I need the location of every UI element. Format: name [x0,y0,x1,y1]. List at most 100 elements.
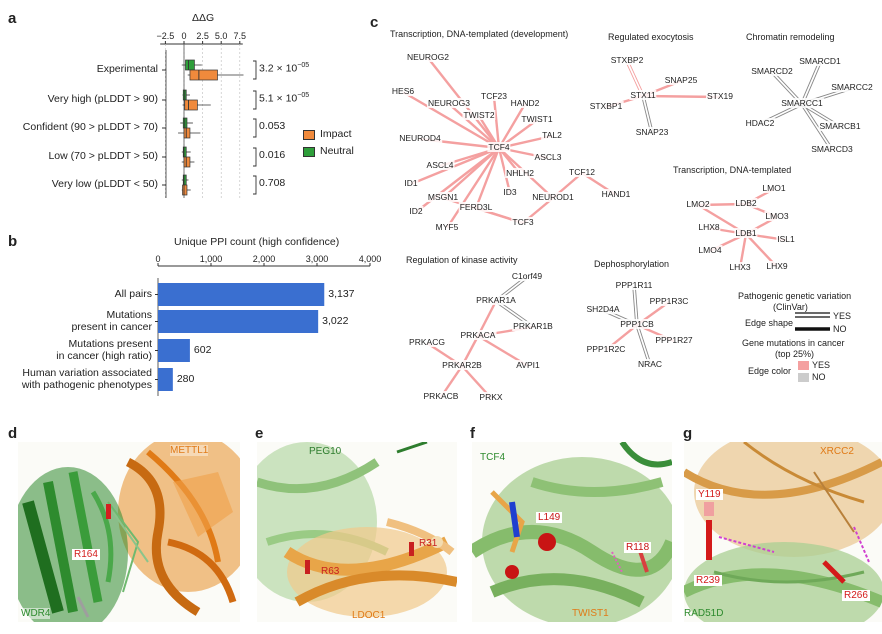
network-gene-lmo4: LMO4 [697,245,723,255]
network-edge [627,60,645,96]
network-gene-stx19: STX19 [706,91,734,101]
network-gene-ferd3l: FERD3L [458,202,494,212]
structure-d-protein1: METTL1 [170,445,209,456]
ddg-box [182,184,188,196]
ppi-value-label: 3,022 [322,315,349,327]
legend-color-no: NO [812,372,826,382]
network-gene-ppp1r3c: PPP1R3C [648,296,690,306]
network-gene-neurog2: NEUROG2 [405,52,451,62]
ppi-tick-label: 4,000 [358,254,382,264]
structure-d-protein2: WDR4 [21,608,51,619]
network-gene-id1: ID1 [403,178,419,188]
ddg-tick-label: 7.5 [233,31,247,41]
structure-e-residue1: R63 [321,566,340,577]
legend-clinvar-sub: (ClinVar) [773,302,808,312]
ppi-tick-label: 1,000 [199,254,223,264]
ppi-category-label: Mutations [106,309,152,321]
network-gene-prkar2b: PRKAR2B [441,360,483,370]
ppi-chart-title: Unique PPI count (high confidence) [174,236,340,248]
structure-f-residue1: L149 [536,512,563,523]
structure-f-render [472,442,672,622]
ddg-pvalue-exp: −05 [297,92,310,99]
network-gene-smarcd3: SMARCD3 [810,144,854,154]
network-edge [410,146,500,186]
network-gene-ldb2: LDB2 [734,198,758,208]
structure-g: XRCC2 RAD51D Y119 R239 R266 [684,442,882,622]
ppi-category-label: present in cancer [71,321,152,333]
network-gene-nhlh2: NHLH2 [505,168,535,178]
ppi-tick-label: 0 [155,254,161,264]
ddg-row-label: Experimental [96,63,158,75]
ddg-bracket [253,175,257,195]
legend-color-no-swatch [798,373,809,382]
legend-neutral-swatch [303,147,315,157]
ppi-category-label: Mutations present [68,338,152,350]
panel-letter-d: d [8,425,18,442]
network-edge [643,95,654,133]
network-gene-snap25: SNAP25 [663,75,699,85]
network-gene-smarcc2: SMARCC2 [830,82,874,92]
legend-neutral-label: Neutral [320,145,354,157]
network-gene-lmo2: LMO2 [685,199,711,209]
network-edge [772,70,804,104]
network-gene-smarcd2: SMARCD2 [750,66,794,76]
network-gene-ppp1r2c: PPP1R2C [585,344,627,354]
network-gene-tcf23: TCF23 [480,91,508,101]
structure-d-residue: R164 [72,549,100,560]
network-gene-c1orf49: C1orf49 [510,271,544,281]
network-gene-neurod1: NEUROD1 [531,192,575,202]
network-gene-hand1: HAND1 [600,189,632,199]
ddg-bracket [253,60,257,80]
ddg-tick-label: 2.5 [196,31,209,41]
network-edge [402,90,500,150]
panel-letter-e: e [255,425,264,442]
network-gene-nrac: NRAC [636,359,664,369]
cluster-title-transcription: Transcription, DNA-templated [673,165,792,175]
network-gene-snap23: SNAP23 [634,127,670,137]
network-gene-hdac2: HDAC2 [744,118,776,128]
network-gene-tcf12: TCF12 [568,167,596,177]
network-gene-hand2: HAND2 [509,98,541,108]
network-gene-lmo3: LMO3 [764,211,790,221]
ddg-axis-title: ΔΔG [192,12,215,24]
legend-shape-yes: YES [833,311,852,321]
structure-g-render [684,442,882,622]
network-gene-sh2d4a: SH2D4A [585,304,621,314]
network-gene-ppp1r11: PPP1R11 [614,280,654,290]
network-edge [474,147,501,209]
ddg-row-label: Very low (pLDDT < 50) [51,178,158,190]
ddg-row-label: Very high (pLDDT > 90) [47,93,158,105]
legend-shape-no: NO [833,324,847,334]
network-gene-ldb1: LDB1 [734,228,758,238]
ppi-value-label: 280 [176,373,195,385]
legend-cancer-sub: (top 25%) [775,349,815,359]
ppi-bar [158,339,190,362]
ddg-pvalue: 5.1 × 10−05 [259,92,310,105]
network-gene-prkar1b: PRKAR1B [512,321,554,331]
ddg-row-label: Confident (90 > pLDDT > 70) [22,121,158,133]
network-edge [802,103,834,150]
network-gene-prkx: PRKX [478,392,504,402]
network-gene-smarcc1: SMARCC1 [780,98,824,108]
ddg-pvalue-exp: −05 [297,62,310,69]
network-gene-myf5: MYF5 [434,222,460,232]
panel-letter-f: f [470,425,475,442]
network-gene-lmo1: LMO1 [761,183,787,193]
legend-edge-shape: Edge shape [745,318,794,328]
network-gene-stxbp2: STXBP2 [609,55,645,65]
ddg-pvalue: 3.2 × 10−05 [259,62,310,75]
network-gene-tal2: TAL2 [541,130,563,140]
network-edge [448,103,500,149]
network-gene-ascl4: ASCL4 [425,160,455,170]
network-gene-prkar1a: PRKAR1A [475,295,517,305]
network-edge [637,324,652,365]
network-edge [497,147,512,194]
ddg-bracket [253,118,257,138]
structure-e-protein2: LDOC1 [352,610,386,621]
network-gene-prkaca: PRKACA [459,330,497,340]
ppi-category-label: Human variation associated [22,367,152,379]
network-gene-neurod4: NEUROD4 [398,133,442,143]
network-gene-stx11: STX11 [629,90,657,100]
ddg-pvalue: 0.053 [259,120,286,132]
ppi-tick-label: 3,000 [305,254,329,264]
